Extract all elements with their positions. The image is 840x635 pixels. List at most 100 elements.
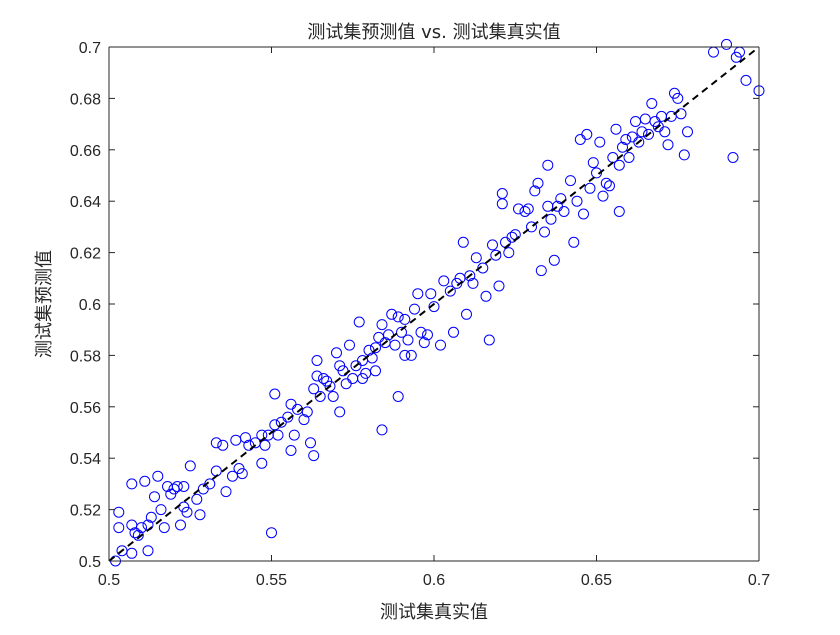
data-point <box>191 493 203 505</box>
data-point <box>457 236 469 248</box>
data-point <box>633 136 645 148</box>
data-point <box>490 249 502 261</box>
data-point <box>535 265 547 277</box>
data-point <box>470 252 482 264</box>
data-point <box>145 511 157 523</box>
data-point <box>392 391 404 402</box>
data-point <box>643 128 654 140</box>
x-ticks: 0.5 0.55 0.6 0.65 0.7 <box>98 47 770 589</box>
data-point <box>113 522 125 534</box>
data-point <box>126 547 138 559</box>
data-point <box>422 329 433 341</box>
data-point <box>256 457 268 469</box>
data-point <box>370 365 381 377</box>
data-point <box>493 280 505 292</box>
data-point <box>584 182 596 194</box>
data-point <box>220 486 232 498</box>
data-point <box>672 92 684 104</box>
data-point <box>721 38 732 50</box>
data-point <box>155 504 167 516</box>
data-point <box>399 349 411 361</box>
data-point <box>487 239 498 251</box>
data-point <box>428 301 440 313</box>
data-point <box>522 203 534 215</box>
data-point <box>204 478 216 490</box>
data-point <box>282 411 294 423</box>
reference-line <box>108 46 760 562</box>
data-point <box>613 159 625 171</box>
data-point <box>175 519 186 531</box>
data-point <box>539 226 550 238</box>
data-point <box>659 126 671 138</box>
y-tick-label: 0.6 <box>79 297 101 314</box>
data-point <box>324 380 336 392</box>
data-point <box>331 347 342 359</box>
points-layer <box>110 38 765 567</box>
data-point <box>740 74 752 86</box>
data-point <box>542 159 554 171</box>
data-point <box>344 339 355 351</box>
data-point <box>314 391 326 402</box>
data-point <box>662 139 674 151</box>
data-point <box>594 136 606 148</box>
data-point <box>464 270 476 282</box>
data-point <box>327 391 339 402</box>
data-point <box>376 424 388 436</box>
data-point <box>165 488 177 500</box>
data-point <box>548 254 560 266</box>
data-point <box>617 141 628 153</box>
data-point <box>210 437 222 449</box>
data-point <box>305 437 316 449</box>
chart-title: 测试集预测值 vs. 测试集真实值 <box>307 22 560 43</box>
data-point <box>678 149 690 161</box>
data-point <box>269 388 281 400</box>
data-point <box>565 175 576 187</box>
data-point <box>311 355 323 366</box>
data-point <box>392 311 404 323</box>
data-point <box>288 429 300 441</box>
data-point <box>399 313 411 325</box>
data-point <box>334 406 346 418</box>
y-tick-label: 0.56 <box>70 400 101 417</box>
data-point <box>623 152 635 163</box>
data-point <box>259 439 271 451</box>
x-tick-label: 0.55 <box>256 572 287 589</box>
data-point <box>438 275 450 287</box>
data-point <box>532 177 544 189</box>
data-point <box>318 373 329 384</box>
data-point <box>415 326 427 338</box>
y-tick-label: 0.64 <box>70 194 101 211</box>
data-point <box>194 509 206 521</box>
data-point <box>370 342 381 354</box>
data-point <box>236 468 248 480</box>
data-point <box>480 290 492 302</box>
data-point <box>483 334 495 346</box>
data-point <box>444 285 456 297</box>
data-point <box>272 429 284 441</box>
data-point <box>389 339 401 351</box>
x-tick-label: 0.7 <box>748 572 770 589</box>
data-point <box>526 221 537 233</box>
data-point <box>301 406 313 418</box>
data-point <box>386 308 398 320</box>
data-point <box>298 414 310 426</box>
data-point <box>285 445 297 456</box>
data-point <box>405 349 417 361</box>
y-tick-label: 0.54 <box>70 451 101 468</box>
data-point <box>571 195 583 207</box>
data-point <box>461 308 472 320</box>
data-point <box>545 213 557 225</box>
data-point <box>730 51 742 63</box>
data-point <box>171 481 183 492</box>
y-tick-label: 0.52 <box>70 503 101 520</box>
data-point <box>184 460 196 472</box>
data-point <box>425 288 437 300</box>
data-point <box>646 98 658 109</box>
data-point <box>412 288 424 300</box>
data-point <box>113 506 125 518</box>
data-point <box>519 206 531 217</box>
data-point <box>308 383 320 395</box>
data-point <box>682 126 693 138</box>
data-point <box>448 326 459 338</box>
